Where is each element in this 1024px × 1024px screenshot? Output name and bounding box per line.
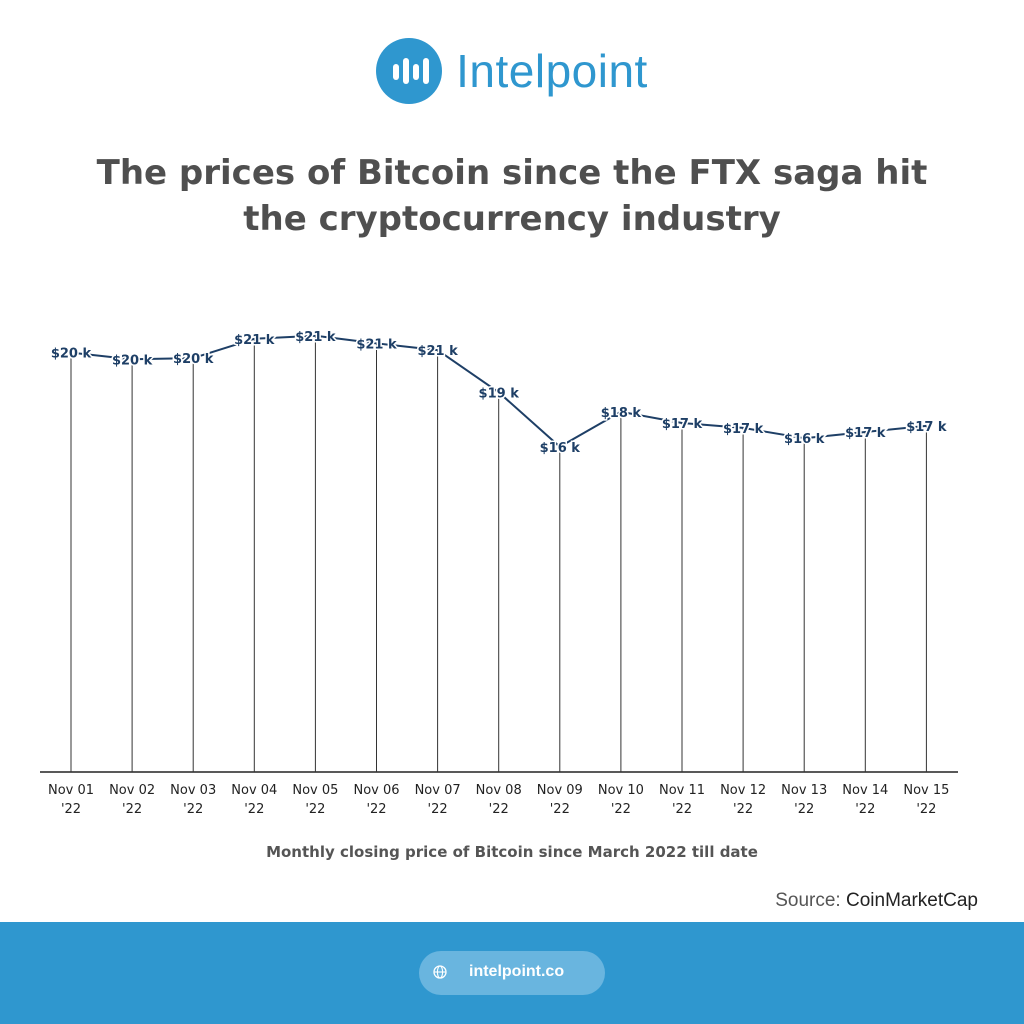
- x-tick-year-8: '22: [489, 802, 509, 817]
- website-link[interactable]: intelpoint.co: [419, 951, 605, 995]
- x-tick-year-15: '22: [916, 802, 936, 817]
- x-tick-year-12: '22: [733, 802, 753, 817]
- intelpoint-logo-icon: [376, 38, 443, 104]
- data-label-2: $20 k: [112, 353, 153, 368]
- chart-title: The prices of Bitcoin since the FTX saga…: [96, 153, 928, 239]
- x-tick-label-1: Nov 01: [48, 783, 94, 798]
- data-label-10: $18 k: [601, 406, 642, 421]
- x-tick-label-12: Nov 12: [720, 783, 766, 798]
- x-tick-label-10: Nov 10: [598, 783, 644, 798]
- line-chart: $20 k $20 k $20 k $21 k $21 k $21 k $21 k $19 k…: [40, 328, 958, 817]
- x-tick-year-5: '22: [305, 802, 325, 817]
- chart-caption: Monthly closing price of Bitcoin since M…: [266, 843, 758, 861]
- data-label-4: $21 k: [234, 333, 275, 348]
- data-label-12: $17 k: [723, 422, 764, 437]
- x-tick-label-7: Nov 07: [415, 783, 461, 798]
- x-tick-label-14: Nov 14: [842, 783, 888, 798]
- x-tick-label-3: Nov 03: [170, 783, 216, 798]
- x-tick-year-9: '22: [550, 802, 570, 817]
- data-label-1: $20 k: [51, 347, 92, 362]
- data-label-13: $16 k: [784, 432, 825, 447]
- globe-icon: [433, 965, 447, 979]
- data-label-14: $17 k: [845, 426, 886, 441]
- x-tick-label-8: Nov 08: [476, 783, 522, 798]
- data-label-7: $21 k: [417, 344, 458, 359]
- x-tick-label-9: Nov 09: [537, 783, 583, 798]
- brand-name: Intelpoint: [456, 45, 648, 97]
- x-tick-year-3: '22: [183, 802, 203, 817]
- footer-bar: intelpoint.co: [0, 922, 1024, 1024]
- x-tick-year-6: '22: [366, 802, 386, 817]
- x-tick-year-7: '22: [428, 802, 448, 817]
- x-tick-label-6: Nov 06: [353, 783, 399, 798]
- website-text: intelpoint.co: [469, 963, 565, 980]
- x-tick-year-10: '22: [611, 802, 631, 817]
- series-line: [70, 334, 927, 448]
- source-name: CoinMarketCap: [846, 890, 978, 911]
- x-tick-year-1: '22: [61, 802, 81, 817]
- x-tick-label-5: Nov 05: [292, 783, 338, 798]
- source-label: Source:: [775, 890, 841, 911]
- x-tick-year-14: '22: [855, 802, 875, 817]
- x-tick-label-13: Nov 13: [781, 783, 827, 798]
- x-tick-label-4: Nov 04: [231, 783, 277, 798]
- x-tick-label-15: Nov 15: [903, 783, 949, 798]
- data-label-3: $20 k: [173, 352, 214, 367]
- data-label-5: $21 k: [295, 330, 336, 345]
- data-label-6: $21 k: [356, 337, 397, 352]
- x-tick-year-4: '22: [244, 802, 264, 817]
- x-tick-year-13: '22: [794, 802, 814, 817]
- x-tick-year-2: '22: [122, 802, 142, 817]
- x-tick-year-11: '22: [672, 802, 692, 817]
- data-label-8: $19 k: [479, 386, 520, 401]
- data-label-15: $17 k: [906, 420, 947, 435]
- data-label-9: $16 k: [540, 441, 581, 456]
- x-tick-label-2: Nov 02: [109, 783, 155, 798]
- x-tick-label-11: Nov 11: [659, 783, 705, 798]
- source-note: Source: CoinMarketCap: [775, 890, 978, 912]
- data-label-11: $17 k: [662, 417, 703, 432]
- brand-header: Intelpoint: [0, 38, 1024, 104]
